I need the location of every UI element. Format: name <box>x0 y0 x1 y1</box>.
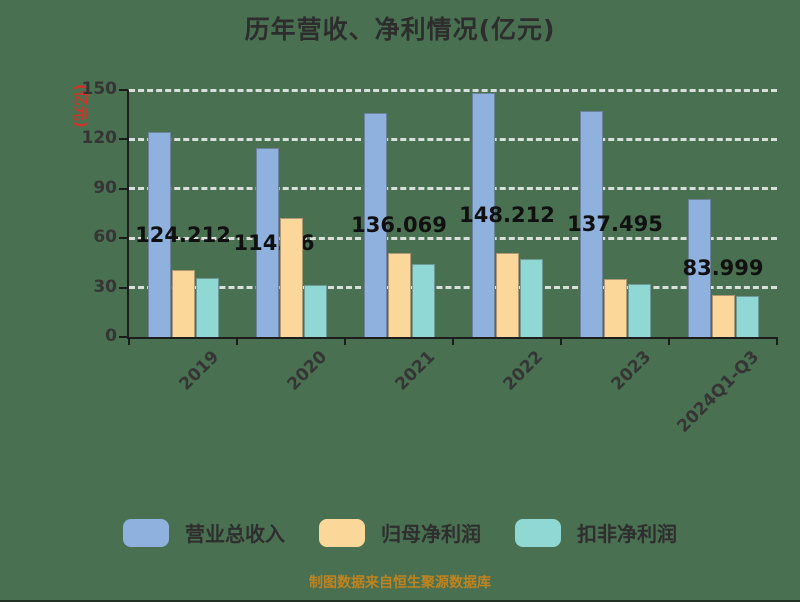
x-tick-mark <box>236 337 238 345</box>
y-tick-label: 0 <box>105 326 117 346</box>
y-tick-label: 60 <box>93 227 117 248</box>
y-tick-label: 90 <box>93 177 117 198</box>
net-profit-bar-2024Q1-Q3 <box>711 294 735 337</box>
gridline <box>129 187 777 191</box>
y-tick-mark <box>119 89 128 91</box>
revenue-bar-2023 <box>579 110 603 337</box>
revenue-bar-2022 <box>471 92 495 337</box>
revenue-bar-2021 <box>363 112 387 337</box>
deducted-net-profit-bar-2021 <box>411 263 435 337</box>
legend-swatch-net-profit <box>319 518 365 547</box>
legend-swatch-revenue <box>123 518 169 547</box>
x-tick-label-2020: 2020 <box>283 347 332 395</box>
gridline <box>129 286 777 290</box>
revenue-bar-2020 <box>255 148 279 337</box>
y-tick-mark <box>119 138 128 141</box>
legend-label-deducted-net-profit: 扣非净利润 <box>577 522 677 546</box>
net-profit-bar-2022 <box>495 253 519 337</box>
y-tick-mark <box>119 187 128 190</box>
gridline <box>129 236 777 240</box>
deducted-net-profit-bar-2020 <box>303 284 327 337</box>
x-tick-mark <box>452 337 454 345</box>
gridline <box>129 88 777 92</box>
x-tick-label-2023: 2023 <box>607 347 656 395</box>
x-tick-label-2024Q1-Q3: 2024Q1-Q3 <box>673 347 764 437</box>
deducted-net-profit-bar-2023 <box>627 283 651 337</box>
revenue-value-label-2021: 136.069 <box>351 212 447 237</box>
deducted-net-profit-bar-2024Q1-Q3 <box>735 295 759 337</box>
x-tick-mark <box>344 337 346 345</box>
chart-title: 历年营收、净利情况(亿元) <box>244 15 556 44</box>
revenue-value-label-2019: 124.212 <box>135 222 231 247</box>
net-profit-bar-2021 <box>387 253 411 337</box>
x-tick-mark <box>560 337 562 345</box>
y-tick-mark <box>119 286 128 289</box>
revenue-value-label-2022: 148.212 <box>459 202 555 227</box>
y-tick-label: 30 <box>93 276 117 297</box>
net-profit-bar-2020 <box>279 218 303 337</box>
deducted-net-profit-bar-2019 <box>195 277 219 337</box>
x-tick-label-2022: 2022 <box>499 347 548 395</box>
revenue-value-label-2023: 137.495 <box>567 211 663 236</box>
x-tick-mark <box>128 337 130 345</box>
revenue-value-label-2024Q1-Q3: 83.999 <box>682 255 764 280</box>
x-tick-label-2019: 2019 <box>175 347 224 395</box>
legend-swatch-deducted-net-profit <box>515 518 561 547</box>
legend-item-revenue: 营业总收入 <box>123 518 285 547</box>
revenue-bar-2024Q1-Q3 <box>687 198 711 337</box>
x-tick-mark <box>776 337 778 345</box>
y-tick-label: 150 <box>81 79 118 99</box>
legend-item-net-profit: 归母净利润 <box>319 518 481 547</box>
legend: 营业总收入 归母净利润 扣非净利润 <box>0 518 800 547</box>
deducted-net-profit-bar-2022 <box>519 258 543 337</box>
footer-source-note: 制图数据来自恒生聚源数据库 <box>309 575 491 591</box>
net-profit-bar-2023 <box>603 278 627 337</box>
legend-label-net-profit: 归母净利润 <box>381 522 481 546</box>
plot-area: 0 30 60 90 120 150 124.212 114.76 136.069 148.212… <box>82 79 778 437</box>
legend-item-deducted-net-profit: 扣非净利润 <box>515 518 677 547</box>
y-tick-mark <box>119 237 128 240</box>
legend-label-revenue: 营业总收入 <box>185 522 285 546</box>
y-tick-mark <box>119 336 128 338</box>
net-profit-bar-2019 <box>171 269 195 337</box>
y-tick-label: 120 <box>81 128 118 149</box>
x-tick-mark <box>668 337 670 345</box>
revenue-bar-2019 <box>147 132 171 337</box>
x-tick-label-2021: 2021 <box>391 347 440 395</box>
gridline <box>129 137 777 141</box>
